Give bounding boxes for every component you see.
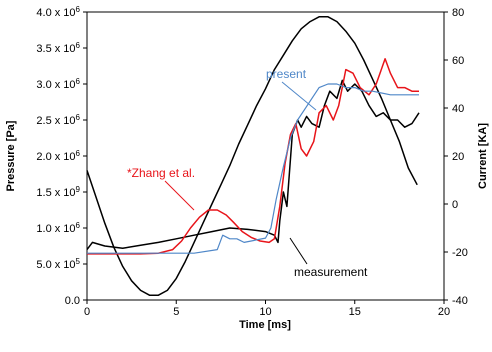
x-axis-ticks: 0 5 10 15 20 [84,300,450,318]
y-left-axis-ticks: 0.0 5.0 x 105 1.0 x 106 1.5 x 109 2.0 x 106 2… [36,5,87,307]
y-left-tick-label: 1.0 x 106 [36,221,80,236]
x-tick-label: 20 [438,306,450,318]
y-left-tick-label: 2.5 x 106 [36,113,80,128]
x-tick-label: 0 [84,306,90,318]
x-tick-label: 5 [173,306,179,318]
y-left-tick-label: 0.0 [65,295,80,307]
x-axis-label: Time [ms] [239,319,291,331]
y-left-tick-label: 2.0 x 106 [36,149,80,164]
zhang-line [87,58,419,255]
y-left-tick-label: 1.5 x 109 [36,185,80,200]
y-right-tick-label: 40 [452,103,464,115]
present-line [87,83,419,254]
y-right-axis-label: Current [KA] [477,123,489,189]
x-tick-label: 15 [349,306,361,318]
present-annotation: present [266,67,307,81]
measurement-arrow [289,237,308,265]
y-left-tick-label: 5.0 x 105 [36,257,80,272]
x-tick-label: 10 [259,306,271,318]
y-left-tick-label: 3.5 x 106 [36,41,80,56]
y-left-tick-label: 3.0 x 106 [36,77,80,92]
y-right-tick-label: -20 [452,247,468,259]
present-arrow [281,81,317,111]
y-left-axis-label: Pressure [Pa] [5,120,17,191]
y-right-tick-label: 20 [452,151,464,163]
plot-area [86,11,445,301]
y-right-tick-label: 80 [452,7,464,19]
y-left-tick-label: 4.0 x 106 [36,5,80,20]
y-right-tick-label: 0 [452,199,458,211]
zhang-annotation: *Zhang et al. [127,166,195,180]
current-line [86,16,418,296]
zhang-arrow [164,180,195,211]
y-right-axis-ticks: -40 -20 0 20 40 60 80 [444,7,468,307]
measurement-line [86,79,420,251]
y-right-tick-label: 60 [452,55,464,67]
measurement-annotation: measurement [294,265,368,279]
series-group [86,16,420,296]
y-right-tick-label: -40 [452,295,468,307]
